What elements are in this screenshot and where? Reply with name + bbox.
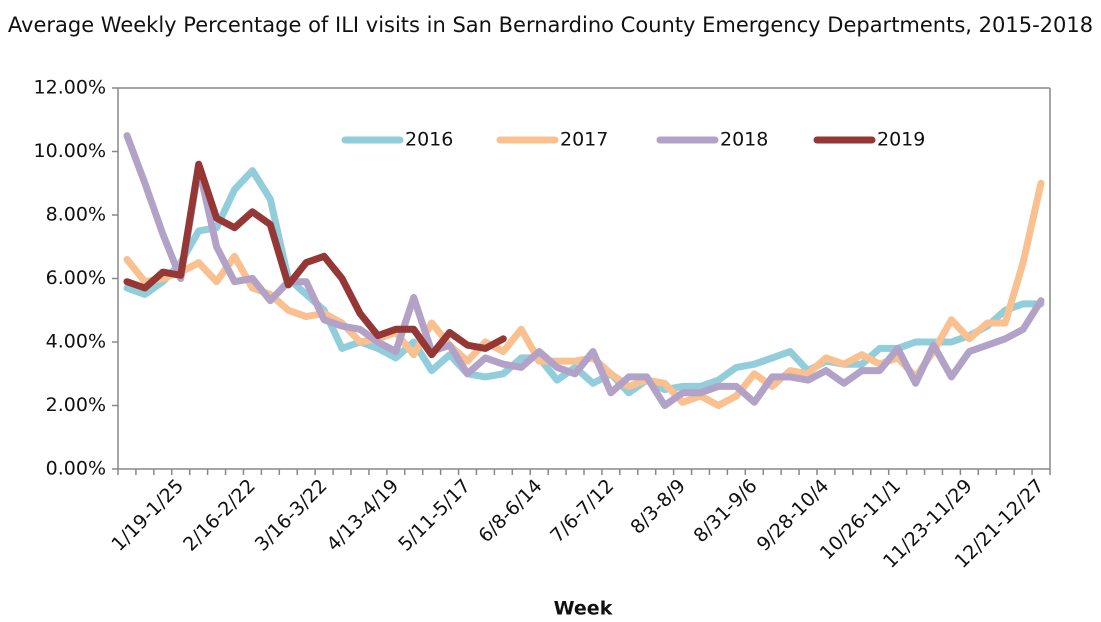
x-tick-label: 7/6-7/12: [546, 475, 618, 547]
x-tick-label: 4/13-4/19: [322, 475, 403, 556]
legend-label: 2016: [405, 129, 453, 151]
series-line: [123, 132, 1045, 409]
y-tick-label: 2.00%: [46, 394, 106, 416]
x-tick-label: 5/11-5/17: [394, 475, 475, 556]
x-tick-label: 1/19-1/25: [107, 475, 188, 556]
y-tick-label: 4.00%: [46, 331, 106, 353]
legend-label: 2018: [720, 129, 768, 151]
series-line: [123, 160, 507, 359]
y-tick-label: 6.00%: [46, 267, 106, 289]
y-tick-label: 8.00%: [46, 204, 106, 226]
chart-title: Average Weekly Percentage of ILI visits …: [7, 13, 1094, 37]
x-tick-label: 8/31-9/6: [689, 475, 761, 547]
y-tick-label: 12.00%: [34, 77, 106, 99]
legend-label: 2019: [877, 129, 925, 151]
x-tick-label: 2/16-2/22: [179, 475, 260, 556]
y-tick-label: 10.00%: [34, 140, 106, 162]
x-axis-label: Week: [554, 598, 613, 620]
x-tick-label: 8/3-8/9: [626, 475, 690, 539]
y-tick-label: 0.00%: [46, 458, 106, 480]
series-line: [123, 167, 1045, 397]
x-tick-label: 6/8-6/14: [474, 475, 546, 547]
x-tick-label: 3/16-3/22: [251, 475, 332, 556]
legend-label: 2017: [560, 129, 608, 151]
